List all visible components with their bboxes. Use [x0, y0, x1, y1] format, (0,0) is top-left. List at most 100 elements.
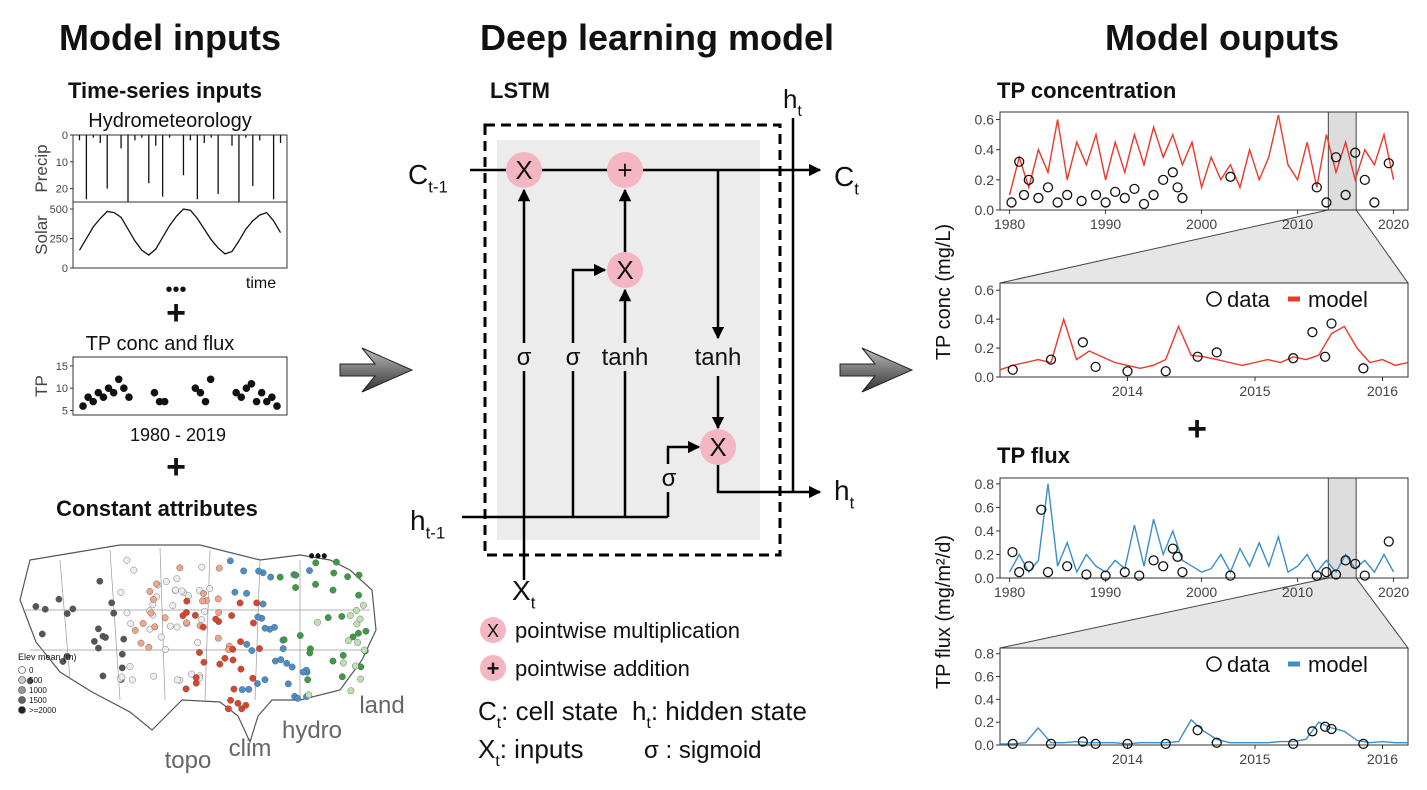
site-dot: [118, 664, 126, 672]
data-point: [1192, 725, 1203, 736]
cell-border: [483, 123, 782, 557]
site-dot: [129, 676, 136, 684]
gate-background: [513, 343, 535, 371]
site-dot: [226, 557, 234, 565]
site-dot: [200, 658, 208, 666]
site-dot: [126, 663, 134, 670]
y-axis-label: Precip: [32, 144, 51, 192]
tp-point: [247, 379, 256, 388]
y-tick-label: 0.0: [975, 202, 995, 218]
legend-swatch: [480, 655, 506, 681]
site-dot: [352, 607, 360, 614]
tp-point: [160, 397, 169, 406]
y-axis-label: TP: [32, 375, 51, 397]
site-dot: [38, 630, 46, 638]
data-point: [1225, 171, 1236, 182]
y-tick-label: 5: [62, 406, 68, 418]
site-dot: [127, 620, 135, 628]
data-point: [1359, 570, 1370, 581]
site-dot: [173, 575, 181, 583]
legend-swatch: [18, 666, 26, 674]
site-dot: [90, 638, 98, 645]
site-dot: [198, 563, 206, 571]
site-dot: [173, 623, 181, 631]
y-tick-label: 10: [56, 157, 68, 169]
data-point: [1023, 561, 1034, 572]
operation: [607, 152, 643, 188]
x-tick-label: 2014: [1112, 751, 1143, 767]
gate-label: tanh: [602, 344, 649, 371]
tp-point: [94, 388, 103, 397]
data-point: [1148, 189, 1159, 201]
section-title: TP concentration: [997, 78, 1176, 103]
subscript: t: [797, 103, 802, 120]
y-tick-label: 0.8: [975, 476, 995, 492]
site-dot: [120, 635, 128, 643]
data-point: [1023, 174, 1034, 185]
flow-arrow: [339, 347, 414, 393]
data-point: [1321, 566, 1332, 578]
operation: [700, 429, 736, 465]
data-point: [1326, 723, 1337, 735]
tp-point: [252, 397, 261, 406]
data-point: [1007, 546, 1018, 558]
data-point: [1062, 561, 1073, 572]
data-point: [1359, 174, 1370, 185]
tp-point: [89, 397, 98, 406]
legend-label: data: [1227, 287, 1271, 312]
x-tick-label: 2016: [1367, 383, 1398, 399]
gate-label: σ: [662, 465, 677, 492]
y-tick-label: 0: [62, 263, 68, 275]
site-dot: [123, 556, 131, 564]
site-dot: [292, 571, 300, 579]
description: : hidden state: [651, 696, 807, 726]
gate-background: [598, 343, 652, 371]
tp-point: [257, 388, 266, 397]
site-dot: [117, 588, 125, 596]
site-dot: [161, 614, 169, 622]
data-point: [1350, 147, 1361, 158]
data-point: [1160, 738, 1171, 750]
legend-swatch: [18, 696, 26, 704]
data-point: [1340, 189, 1351, 201]
operation-symbol: X: [515, 155, 532, 185]
site-dot: [253, 599, 261, 607]
site-dot: [339, 651, 347, 659]
legend-swatch: [1206, 291, 1222, 307]
data-point: [1100, 197, 1111, 208]
legend-swatch: [480, 617, 506, 643]
y-tick-label: 0.6: [975, 669, 995, 685]
tp-point: [150, 388, 159, 397]
y-tick-label: 0.0: [975, 369, 995, 385]
data-point: [1122, 738, 1133, 750]
plus: +: [166, 294, 186, 332]
y-tick-label: 500: [50, 204, 68, 216]
plus: +: [1187, 410, 1207, 448]
legend-swatch: [1206, 656, 1222, 672]
site-dot: [355, 629, 362, 637]
tp-point: [79, 402, 87, 410]
data-point: [1045, 738, 1057, 750]
site-dot: [32, 603, 40, 610]
data-point: [1160, 366, 1171, 377]
tp-point: [201, 397, 210, 406]
legend-definition: Xt: inputs: [478, 734, 584, 770]
site-dot: [356, 615, 364, 623]
tp-point: [125, 393, 133, 401]
site-dot: [41, 605, 49, 613]
site-dot: [306, 649, 314, 657]
symbol: σ: [644, 737, 659, 764]
map-label: clim: [229, 735, 272, 762]
site-dot: [131, 627, 139, 634]
site-dot: [347, 687, 355, 695]
model-line: [1008, 114, 1395, 196]
tp-point: [84, 393, 92, 401]
data-point: [1100, 570, 1111, 581]
y-tick-label: 0: [62, 130, 68, 142]
y-tick-label: 0.0: [975, 570, 995, 586]
site-dot: [284, 680, 292, 688]
site-dot: [261, 676, 269, 684]
site-dot: [102, 634, 109, 641]
data-point: [1014, 156, 1025, 167]
data-point: [1330, 569, 1342, 580]
